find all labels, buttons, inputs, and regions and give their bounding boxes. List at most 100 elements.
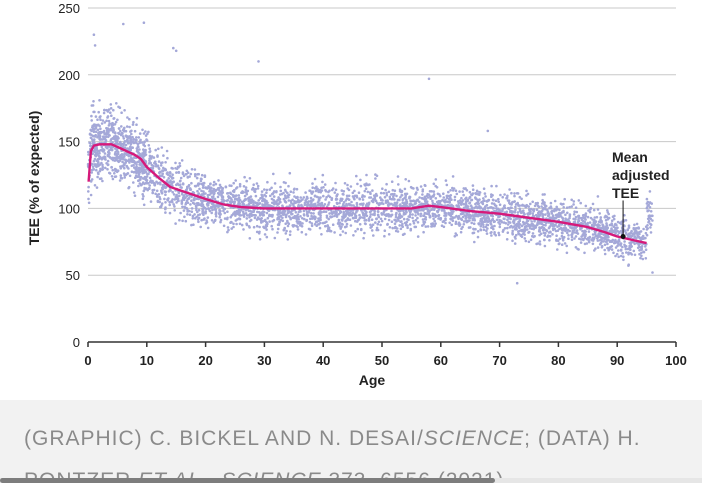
scatter-point <box>508 226 512 229</box>
scatter-point <box>523 213 526 216</box>
scatter-point <box>426 225 430 228</box>
scatter-point <box>584 212 588 215</box>
scatter-point <box>196 173 199 176</box>
scatter-point <box>416 198 420 202</box>
scatter-point <box>257 210 261 214</box>
scatter-point <box>421 193 424 196</box>
x-tick-label: 100 <box>665 353 687 368</box>
scatter-point <box>596 223 600 226</box>
scatter-point <box>415 210 418 214</box>
scatter-point <box>557 215 561 218</box>
scatter-point <box>558 227 561 231</box>
scatter-point <box>285 229 288 233</box>
horizontal-scrollbar[interactable] <box>0 478 702 483</box>
scatter-point <box>529 202 532 206</box>
scatter-point <box>497 233 501 237</box>
scatter-point <box>363 231 366 235</box>
scatter-point <box>257 199 261 202</box>
scatter-point <box>638 249 641 252</box>
scatter-point <box>447 211 450 215</box>
scatter-point <box>289 190 293 193</box>
scatter-point <box>432 193 436 196</box>
scatter-point <box>419 185 423 188</box>
scatter-point <box>218 183 222 187</box>
scatter-point <box>302 209 306 213</box>
scatter-point <box>453 198 457 202</box>
scatter-point <box>447 190 450 194</box>
scatter-point <box>579 228 582 231</box>
scatter-point <box>157 193 161 196</box>
scatter-point <box>229 197 233 200</box>
scatter-point <box>604 235 607 239</box>
scatter-point <box>252 199 255 203</box>
scatter-point <box>445 183 449 187</box>
scatter-point <box>146 188 149 192</box>
scatter-point <box>359 203 362 206</box>
scatter-point <box>399 203 402 206</box>
scrollbar-thumb[interactable] <box>0 478 495 483</box>
scatter-point <box>148 147 151 150</box>
scatter-point <box>539 232 543 236</box>
scatter-point <box>200 173 204 177</box>
scatter-point <box>102 137 105 141</box>
scatter-point <box>318 210 322 213</box>
scatter-point <box>565 206 569 209</box>
scatter-point <box>374 177 377 180</box>
scatter-point <box>498 203 502 206</box>
scatter-point <box>90 129 93 133</box>
scatter-point <box>175 193 178 197</box>
scatter-point <box>185 194 189 197</box>
scatter-point <box>277 222 281 226</box>
scatter-point <box>160 202 164 205</box>
scatter-point <box>440 224 444 227</box>
scatter-point <box>409 210 412 213</box>
scatter-point <box>282 228 286 232</box>
scatter-point <box>98 138 102 141</box>
scatter-point <box>549 201 553 205</box>
scatter-point <box>155 189 159 193</box>
x-tick-label: 40 <box>316 353 330 368</box>
scatter-point <box>179 183 182 186</box>
scatter-point <box>626 228 630 231</box>
scatter-point <box>607 212 610 216</box>
scatter-point <box>384 188 387 192</box>
scatter-point <box>150 181 153 184</box>
scatter-point <box>89 180 93 183</box>
scatter-point <box>436 200 439 204</box>
scatter-point <box>118 132 121 136</box>
scatter-point <box>144 170 147 174</box>
scatter-point <box>212 193 216 196</box>
scatter-point <box>401 225 405 228</box>
scatter-point <box>448 200 451 203</box>
scatter-point <box>185 173 188 176</box>
scatter-point <box>266 180 269 184</box>
scatter-point <box>633 235 637 238</box>
scatter-point <box>195 206 198 210</box>
scatter-point <box>469 226 472 229</box>
scatter-point <box>403 187 407 191</box>
scatter-point <box>561 239 565 242</box>
scatter-point <box>175 197 178 200</box>
y-tick-label: 200 <box>58 68 80 83</box>
scatter-point <box>468 190 472 194</box>
scatter-point <box>252 183 255 186</box>
scatter-point <box>296 220 299 224</box>
scatter-point <box>543 201 546 204</box>
scatter-point <box>538 228 541 232</box>
scatter-point <box>294 211 298 214</box>
scatter-point <box>189 188 192 191</box>
scatter-point <box>501 208 504 212</box>
scatter-point <box>573 228 576 232</box>
scatter-point <box>349 185 353 188</box>
scatter-point <box>541 214 544 218</box>
scatter-point <box>156 154 159 157</box>
scatter-point <box>234 179 237 182</box>
scatter-point <box>121 157 124 160</box>
scatter-point <box>197 220 200 224</box>
scatter-point <box>439 216 443 220</box>
scatter-point <box>122 128 125 132</box>
scatter-point <box>460 201 464 204</box>
scatter-point <box>523 237 527 240</box>
scatter-point <box>142 177 146 180</box>
scatter-point <box>387 190 391 194</box>
